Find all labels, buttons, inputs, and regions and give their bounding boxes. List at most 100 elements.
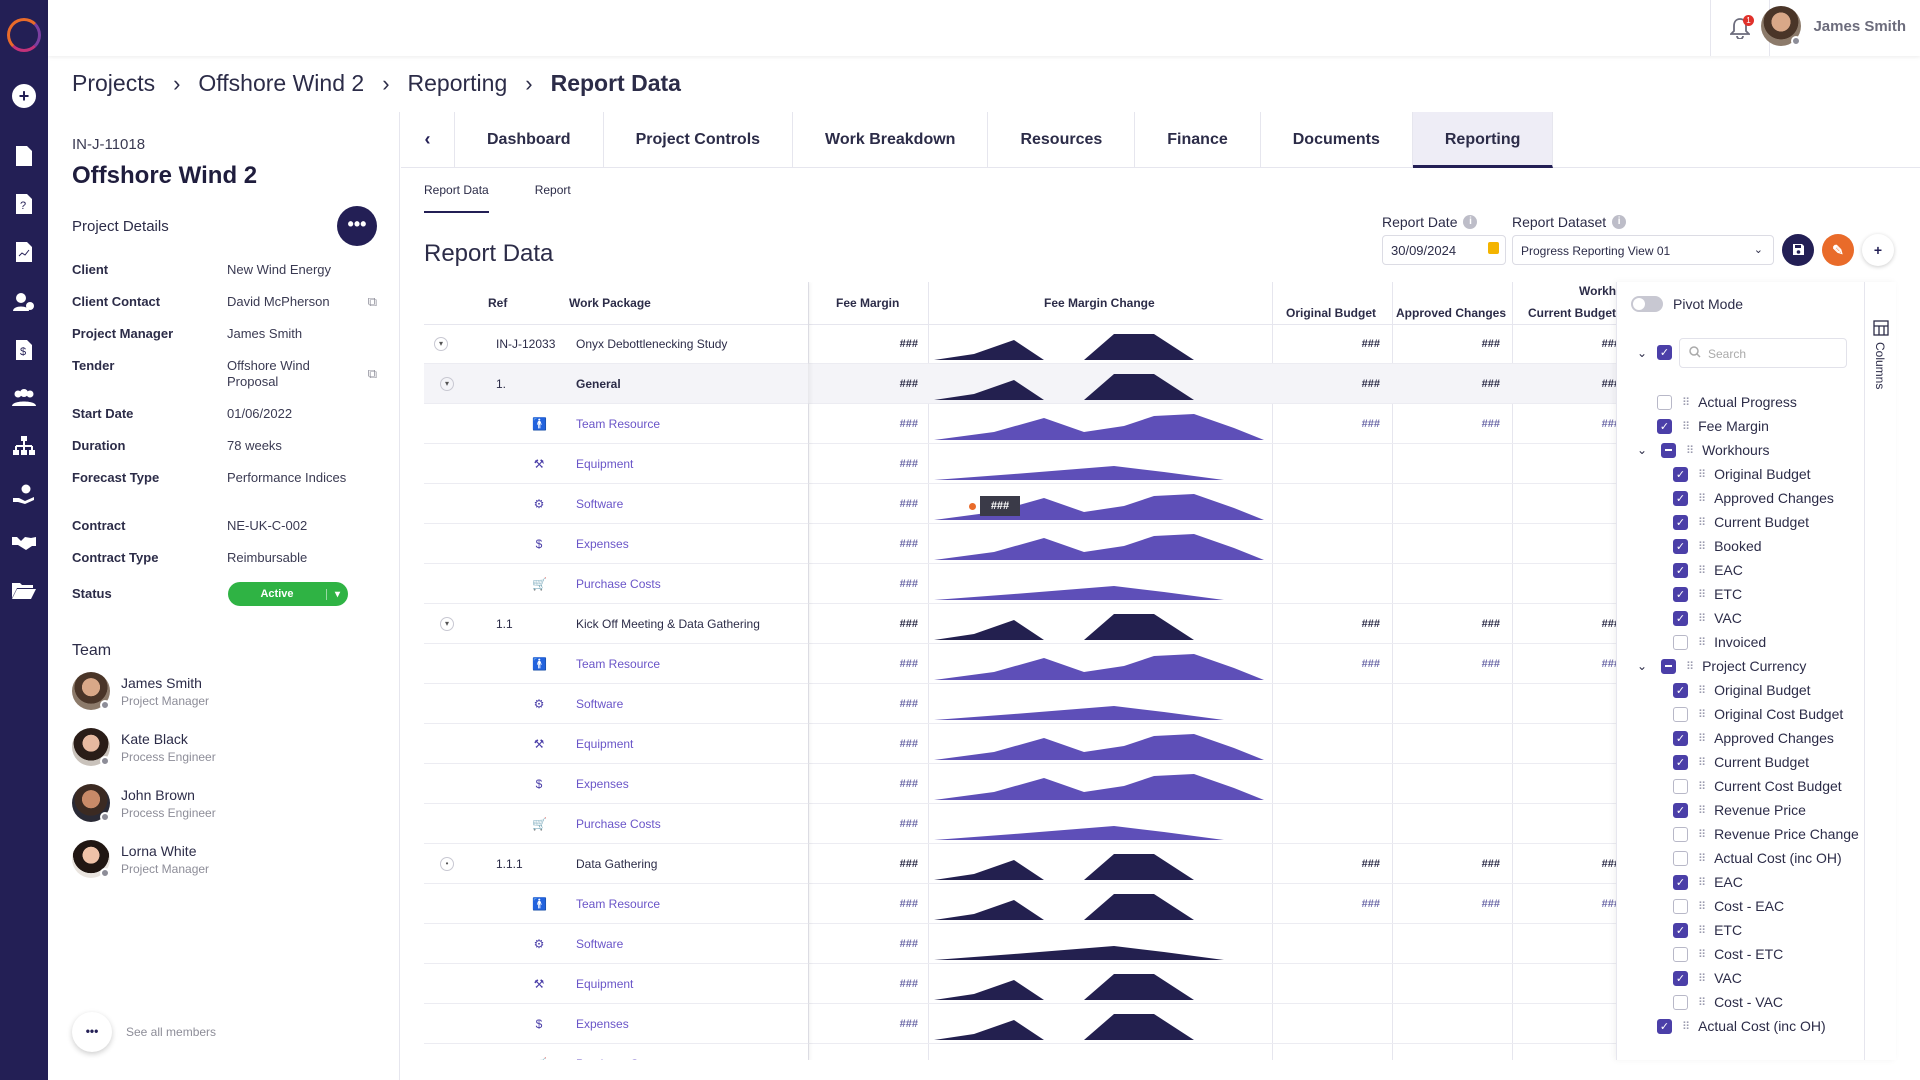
table-row[interactable]: 🚹 Team Resource ### ### ### ### [424, 404, 1624, 444]
table-row[interactable]: 🛒 Purchase Costs [424, 1044, 1624, 1060]
sparkline-chart[interactable] [934, 806, 1264, 842]
work-package-cell[interactable]: Kick Off Meeting & Data Gathering [576, 617, 760, 631]
drag-handle-icon[interactable]: ⠿ [1686, 444, 1694, 457]
sparkline-chart[interactable] [934, 646, 1264, 682]
sparkline-chart[interactable] [934, 886, 1264, 922]
chevron-down-icon[interactable]: ⌄ [1637, 443, 1648, 457]
tab-resources[interactable]: Resources [988, 111, 1136, 168]
table-row[interactable]: ⚙ Software ### [424, 684, 1624, 724]
drag-handle-icon[interactable]: ⠿ [1698, 876, 1706, 889]
column-checkbox[interactable] [1661, 658, 1676, 674]
tab-finance[interactable]: Finance [1135, 111, 1261, 168]
header-fee-margin-change[interactable]: Fee Margin Change [1044, 296, 1155, 310]
drag-handle-icon[interactable]: ⠿ [1698, 780, 1706, 793]
sparkline-chart[interactable] [934, 686, 1264, 722]
chevron-down-icon[interactable]: ⌄ [1637, 659, 1648, 673]
table-row[interactable]: $ Expenses ### [424, 524, 1624, 564]
drag-handle-icon[interactable]: ⠿ [1698, 972, 1706, 985]
team-icon[interactable] [12, 386, 36, 410]
team-member[interactable]: James Smith Project Manager [72, 672, 209, 710]
table-row[interactable]: ▾ 1.1 Kick Off Meeting & Data Gathering ###… [424, 604, 1624, 644]
sparkline-chart[interactable] [934, 1046, 1264, 1060]
column-item[interactable]: ⠿ Cost - VAC [1673, 994, 1783, 1010]
drag-handle-icon[interactable]: ⠿ [1698, 684, 1706, 697]
tab-dashboard[interactable]: Dashboard [455, 111, 604, 168]
column-checkbox[interactable] [1673, 538, 1688, 554]
column-checkbox[interactable] [1673, 946, 1688, 962]
work-package-cell[interactable]: Purchase Costs [576, 817, 661, 831]
work-package-cell[interactable]: Expenses [576, 1017, 629, 1031]
column-item[interactable]: ⠿VAC [1673, 610, 1742, 626]
hand-money-icon[interactable] [12, 482, 36, 506]
sparkline-chart[interactable] [934, 1006, 1264, 1042]
drag-handle-icon[interactable]: ⠿ [1698, 708, 1706, 721]
sparkline-chart[interactable] [934, 926, 1264, 962]
work-package-cell[interactable]: Equipment [576, 977, 634, 991]
document-icon[interactable] [12, 144, 36, 168]
column-item[interactable]: ⠿EAC [1673, 562, 1743, 578]
drag-handle-icon[interactable]: ⠿ [1682, 420, 1690, 433]
column-item[interactable]: ⠿ETC [1673, 922, 1742, 938]
drag-handle-icon[interactable]: ⠿ [1698, 516, 1706, 529]
folder-icon[interactable] [12, 578, 36, 602]
see-all-members[interactable]: ••• See all members [72, 1012, 216, 1052]
more-options-button[interactable]: ••• [337, 206, 377, 246]
column-checkbox[interactable] [1673, 778, 1688, 794]
header-original-budget[interactable]: Original Budget [1286, 306, 1376, 320]
work-package-cell[interactable]: Team Resource [576, 897, 661, 911]
team-member[interactable]: Lorna White Project Manager [72, 840, 209, 878]
work-package-cell[interactable]: Team Resource [576, 417, 661, 431]
work-package-cell[interactable]: Data Gathering [576, 857, 658, 871]
work-package-cell[interactable]: Software [576, 497, 624, 511]
help-document-icon[interactable]: ? [12, 192, 36, 216]
status-dropdown[interactable]: Active ▾ [228, 582, 348, 606]
sparkline-chart[interactable] [934, 846, 1264, 882]
expand-toggle[interactable]: ▾ [434, 337, 448, 351]
drag-handle-icon[interactable]: ⠿ [1698, 756, 1706, 769]
column-checkbox[interactable] [1657, 1018, 1672, 1034]
drag-handle-icon[interactable]: ⠿ [1682, 396, 1690, 409]
tab-project-controls[interactable]: Project Controls [604, 111, 794, 168]
tab-documents[interactable]: Documents [1261, 111, 1413, 168]
column-item[interactable]: ⠿ Actual Progress [1657, 394, 1797, 410]
external-link-icon[interactable]: ⧉ [367, 294, 377, 309]
expand-toggle[interactable]: • [440, 857, 454, 871]
column-checkbox[interactable] [1673, 994, 1688, 1010]
drag-handle-icon[interactable]: ⠿ [1698, 732, 1706, 745]
drag-handle-icon[interactable]: ⠿ [1698, 924, 1706, 937]
column-item[interactable]: ⠿EAC [1673, 874, 1743, 890]
column-item[interactable]: ⠿Approved Changes [1673, 730, 1834, 746]
drag-handle-icon[interactable]: ⠿ [1682, 1020, 1690, 1033]
drag-handle-icon[interactable]: ⠿ [1698, 540, 1706, 553]
sparkline-chart[interactable] [934, 406, 1264, 442]
report-dataset-select[interactable]: Progress Reporting View 01 ⌄ [1512, 235, 1774, 265]
drag-handle-icon[interactable]: ⠿ [1698, 948, 1706, 961]
drag-handle-icon[interactable]: ⠿ [1698, 804, 1706, 817]
chevron-left-icon[interactable]: ‹ [401, 111, 455, 168]
header-work-package[interactable]: Work Package [569, 296, 651, 310]
column-item[interactable]: ⌄ ⠿ Project Currency [1637, 658, 1807, 674]
column-checkbox[interactable] [1673, 730, 1688, 746]
column-checkbox[interactable] [1673, 754, 1688, 770]
column-item[interactable]: ⠿ Invoiced [1673, 634, 1766, 650]
work-package-cell[interactable]: Equipment [576, 737, 634, 751]
column-checkbox[interactable] [1673, 850, 1688, 866]
column-checkbox[interactable] [1673, 466, 1688, 482]
column-checkbox[interactable] [1673, 514, 1688, 530]
invoice-icon[interactable]: $ [12, 338, 36, 362]
add-button[interactable]: + [1862, 234, 1894, 266]
column-checkbox[interactable] [1673, 490, 1688, 506]
column-checkbox[interactable] [1661, 442, 1676, 458]
drag-handle-icon[interactable]: ⠿ [1698, 468, 1706, 481]
drag-handle-icon[interactable]: ⠿ [1686, 660, 1694, 673]
table-row[interactable]: 🛒 Purchase Costs ### [424, 564, 1624, 604]
table-row[interactable]: ▾ 1. General ### ### ### ### [424, 364, 1624, 404]
column-checkbox[interactable] [1673, 970, 1688, 986]
app-logo[interactable] [7, 18, 41, 52]
handshake-icon[interactable] [12, 530, 36, 554]
column-checkbox[interactable] [1673, 562, 1688, 578]
hierarchy-icon[interactable] [12, 434, 36, 458]
work-package-cell[interactable]: Software [576, 937, 624, 951]
column-checkbox[interactable] [1673, 874, 1688, 890]
column-checkbox[interactable] [1673, 922, 1688, 938]
